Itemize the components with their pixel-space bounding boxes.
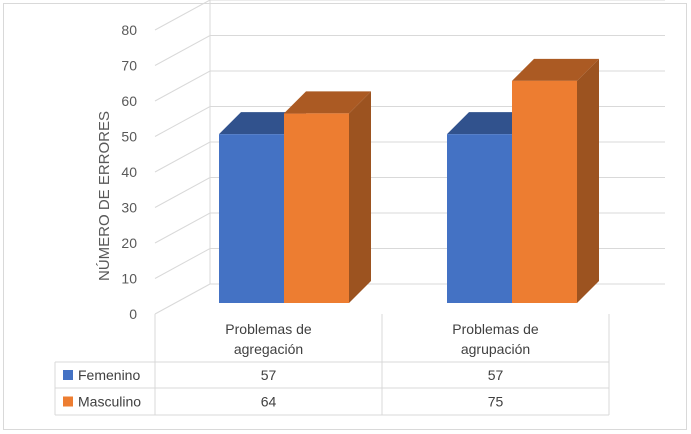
y-axis-label: NÚMERO DE ERRORES (96, 111, 113, 281)
category-label: Problemas de (452, 321, 539, 337)
bar-front-face (219, 134, 284, 303)
gridline (154, 0, 665, 31)
bar-side-face (577, 58, 599, 304)
data-table: Problemas de agregación Problemas de agrupa… (54, 314, 610, 416)
bar-front-face (284, 113, 349, 303)
y-tick-label: 0 (129, 306, 137, 322)
y-tick-label: 10 (121, 271, 137, 287)
y-axis-ticks: 0 10 20 30 40 50 60 70 80 (121, 22, 137, 322)
y-tick-label: 50 (121, 129, 137, 145)
bar-top-face (512, 58, 599, 81)
data-table-value: 75 (488, 394, 504, 410)
y-tick-label: 70 (121, 58, 137, 74)
y-tick-label: 60 (121, 93, 137, 109)
legend-key-femenino (63, 370, 73, 380)
legend-label: Femenino (78, 367, 140, 383)
gridline (154, 35, 665, 66)
data-table-value: 57 (261, 367, 277, 383)
bar-side-face (349, 91, 371, 303)
category-label: agrupación (461, 341, 530, 357)
legend-key-masculino (63, 396, 73, 407)
bar-front-face (447, 134, 512, 303)
bar-top-face (284, 91, 371, 114)
y-tick-label: 40 (121, 164, 137, 180)
floor-side-edge (154, 283, 211, 315)
gridline (154, 70, 665, 102)
bar-masculino-2 (512, 58, 599, 304)
y-tick-label: 30 (121, 200, 137, 216)
bar-front-face (512, 80, 577, 303)
y-tick-label: 20 (121, 235, 137, 251)
category-label: Problemas de (225, 321, 312, 337)
bars (219, 58, 599, 304)
data-table-value: 64 (261, 394, 277, 410)
category-label: agregación (234, 341, 303, 357)
legend-label: Masculino (78, 394, 141, 410)
bar-masculino-1 (284, 91, 371, 303)
y-tick-label: 80 (121, 22, 137, 38)
data-table-value: 57 (488, 367, 504, 383)
